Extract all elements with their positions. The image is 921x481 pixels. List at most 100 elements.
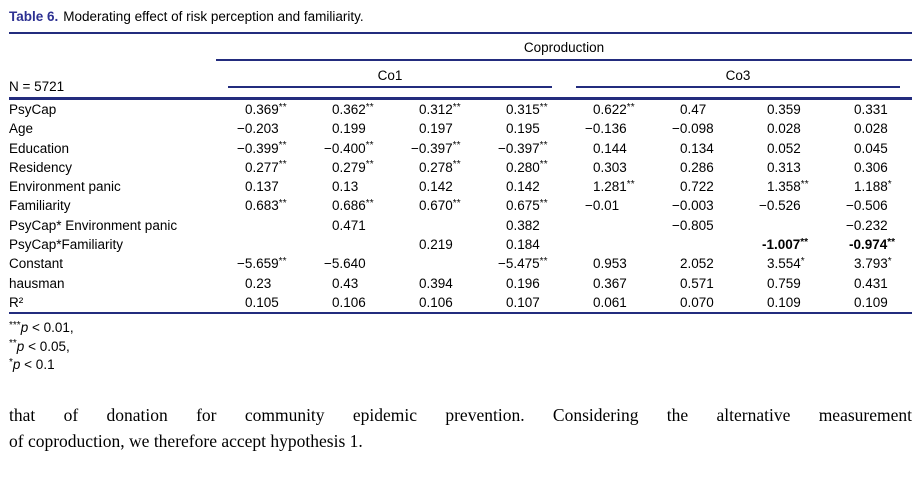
value-cell: 0.106 [303, 292, 390, 315]
header-co1: Co1 [216, 60, 564, 100]
row-label: Education [9, 140, 70, 156]
value-cell: -0.974** [849, 236, 896, 253]
footnote-threshold: < 0.05, [24, 338, 70, 354]
significance-stars: ** [278, 197, 287, 209]
value-cell: −0.232 [846, 217, 888, 233]
significance-stars: ** [278, 255, 287, 267]
header-co1-label: Co1 [228, 61, 552, 88]
value-cell: 0.184 [506, 237, 540, 253]
table-caption: Table 6. Moderating effect of risk percep… [9, 6, 912, 34]
value-cell: 0.052 [767, 140, 801, 156]
significance-stars: ** [278, 101, 287, 113]
value-cell: 0.675** [506, 197, 548, 214]
value-cell: 0.195 [506, 121, 540, 137]
value-cell: 0.331 [854, 102, 888, 117]
table-row: Environment panic 0.137 0.13 0.142 0.142 1.28… [9, 177, 912, 196]
value-cell: 0.759 [767, 275, 801, 291]
footnote-p05: **p < 0.05, [9, 338, 912, 357]
value-cell: 0.278** [419, 159, 461, 175]
value-cell: 1.281** [593, 178, 635, 195]
p-symbol: p [12, 357, 21, 373]
value-cell: −0.003 [672, 198, 714, 214]
significance-stars: ** [539, 140, 548, 152]
group-header-row: Coproduction [9, 34, 912, 61]
row-label: Age [9, 121, 34, 137]
value-cell: 0.137 [245, 179, 279, 195]
stars-1: * [9, 356, 13, 368]
value-cell: 0.109 [738, 292, 825, 315]
value-cell: −0.397** [411, 140, 461, 156]
row-label: Environment panic [9, 179, 121, 195]
table-row: PsyCap 0.369** 0.362** 0.312** 0.315** 0.622*… [9, 99, 912, 120]
significance-stars: ** [539, 197, 548, 209]
value-cell: 0.142 [419, 179, 453, 195]
value-cell: 0.362** [332, 101, 374, 117]
value-cell: −0.136 [585, 121, 627, 137]
significance-stars: ** [452, 140, 461, 152]
value-cell: −5.640 [324, 256, 366, 272]
header-co3-label: Co3 [576, 61, 900, 88]
table-row: R² 0.105 0.106 0.106 0.107 0.061 0.070 0.109 0.1… [9, 292, 912, 315]
value-cell: −0.805 [672, 217, 714, 233]
row-label: Constant [9, 256, 64, 272]
table-body: PsyCap 0.369** 0.362** 0.312** 0.315** 0.622*… [9, 99, 912, 315]
value-cell: 0.367 [593, 275, 627, 291]
value-cell: 0.306 [854, 159, 888, 175]
value-cell [390, 254, 477, 273]
significance-stars: ** [800, 178, 809, 190]
significance-stars: ** [278, 140, 287, 152]
significance-stars: ** [539, 159, 548, 171]
value-cell: 0.045 [854, 140, 888, 156]
value-cell [651, 235, 738, 254]
value-cell: −0.399** [237, 140, 287, 156]
row-label: Residency [9, 159, 73, 175]
value-cell: 1.188* [854, 178, 892, 195]
value-cell: 0.070 [651, 292, 738, 315]
table-row: Familiarity 0.683** 0.686** 0.670** 0.675** −… [9, 196, 912, 215]
significance-stars: ** [365, 159, 374, 171]
significance-stars: ** [278, 159, 287, 171]
value-cell: 0.142 [506, 179, 540, 195]
stars-2: ** [9, 338, 17, 350]
significance-stars: ** [539, 101, 548, 113]
value-cell: 0.286 [680, 159, 714, 175]
value-cell [390, 216, 477, 235]
footnote-p01: ***p < 0.01, [9, 319, 912, 338]
value-cell: 0.106 [390, 292, 477, 315]
value-cell [216, 235, 303, 254]
significance-stars: ** [365, 197, 374, 209]
row-label: PsyCap [9, 102, 57, 117]
value-cell: 0.280** [506, 159, 548, 175]
value-cell: 0.13 [332, 179, 359, 195]
significance-stars: ** [452, 197, 461, 209]
significance-stars: ** [887, 236, 896, 248]
p-symbol: p [16, 338, 25, 354]
value-cell: 0.43 [332, 275, 359, 291]
value-cell: −0.01 [585, 198, 620, 214]
stars-3: *** [9, 319, 21, 331]
significance-stars: ** [800, 236, 809, 248]
significance-stars: ** [539, 255, 548, 267]
table-row: PsyCap*Familiarity 0.219 0.184 -1.007** -0.9… [9, 235, 912, 254]
value-cell: 0.109 [825, 292, 912, 315]
value-cell: 0.23 [245, 275, 272, 291]
row-label: PsyCap* Environment panic [9, 217, 178, 233]
value-cell: 0.277** [245, 159, 287, 175]
value-cell: 2.052 [680, 256, 714, 272]
table-header: Coproduction N = 5721 Co1 Co3 [9, 34, 912, 100]
value-cell: 0.144 [593, 140, 627, 156]
value-cell: 0.105 [216, 292, 303, 315]
footnote-threshold: < 0.1 [20, 357, 55, 373]
table-number: Table 6. [9, 9, 59, 24]
results-table: Coproduction N = 5721 Co1 Co3 PsyCap 0.36… [9, 34, 912, 315]
table-row: Education −0.399** −0.400** −0.397** −0.397*… [9, 139, 912, 158]
significance-stars: * [887, 178, 892, 190]
value-cell: 0.134 [680, 140, 714, 156]
value-cell: −0.098 [672, 121, 714, 137]
value-cell: 0.471 [332, 217, 366, 233]
table-row: Residency 0.277** 0.279** 0.278** 0.280** 0.3… [9, 158, 912, 177]
footnote-threshold: < 0.01, [28, 320, 74, 336]
value-cell [738, 216, 825, 235]
row-label: hausman [9, 275, 65, 291]
value-cell: 0.197 [419, 121, 453, 137]
